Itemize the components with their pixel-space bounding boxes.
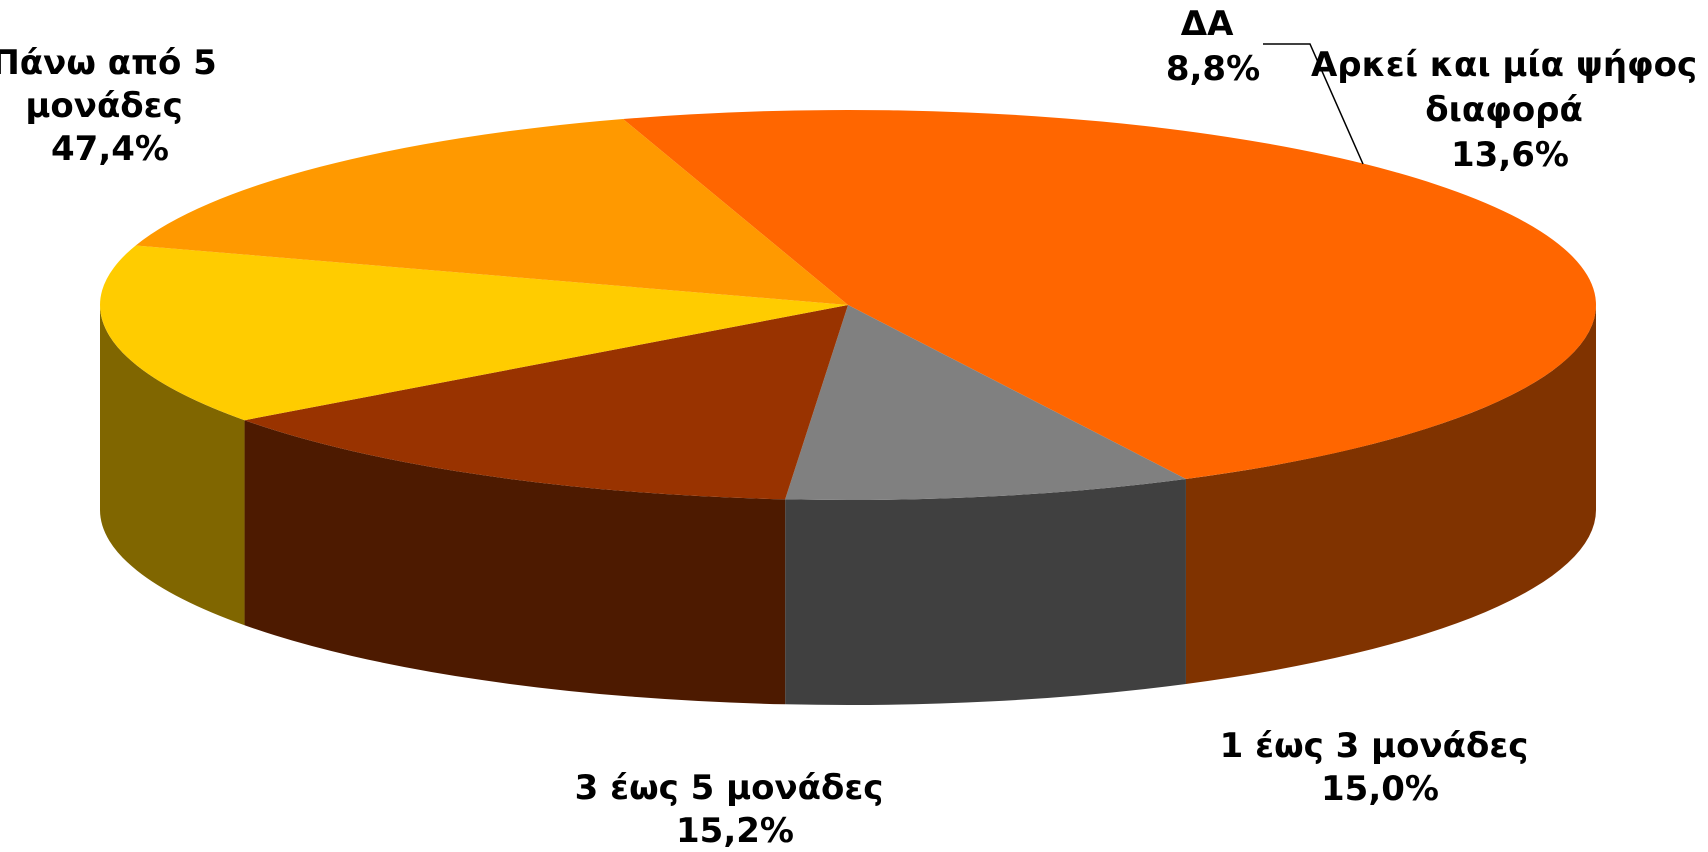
slice-side-na bbox=[785, 478, 1186, 705]
label-one-vote-line-1: Αρκεί και μία ψήφος bbox=[1311, 45, 1697, 85]
leader-lines bbox=[1263, 43, 1364, 165]
label-3-to-5-value: 15,2% bbox=[676, 811, 794, 851]
leader-line-na bbox=[1263, 43, 1364, 165]
label-3-to-5: 3 έως 5 μονάδες 15,2% bbox=[575, 768, 896, 851]
label-one-vote: Αρκεί και μία ψήφος διαφορά 13,6% bbox=[1311, 45, 1708, 175]
slice-side-over-5 bbox=[1185, 305, 1596, 684]
label-over-5: Πάνω από 5 μονάδες 47,4% bbox=[0, 43, 229, 169]
slice-one-vote bbox=[244, 305, 849, 500]
pie-sides bbox=[100, 305, 1596, 705]
slice-3-to-5 bbox=[135, 119, 849, 305]
slice-side-one-vote bbox=[244, 420, 786, 705]
label-one-vote-value: 13,6% bbox=[1451, 135, 1569, 175]
label-1-to-3: 1 έως 3 μονάδες 15,0% bbox=[1220, 726, 1541, 809]
label-na: ΔΑ 8,8% bbox=[1166, 4, 1260, 89]
label-1-to-3-line-1: 1 έως 3 μονάδες bbox=[1220, 726, 1529, 766]
label-3-to-5-line-1: 3 έως 5 μονάδες bbox=[575, 768, 884, 808]
slice-side-1-to-3 bbox=[100, 305, 245, 626]
slice-na bbox=[785, 305, 1186, 500]
slice-1-to-3 bbox=[99, 245, 848, 421]
label-na-line-1: ΔΑ bbox=[1181, 4, 1234, 44]
slice-over-5 bbox=[623, 109, 1597, 479]
pie-top-faces bbox=[99, 109, 1597, 500]
label-1-to-3-value: 15,0% bbox=[1321, 769, 1439, 809]
label-over-5-line-1: Πάνω από 5 bbox=[0, 43, 217, 83]
label-one-vote-line-2: διαφορά bbox=[1425, 90, 1583, 130]
label-na-value: 8,8% bbox=[1166, 49, 1260, 89]
label-over-5-value: 47,4% bbox=[51, 129, 169, 169]
label-over-5-line-2: μονάδες bbox=[25, 86, 182, 126]
